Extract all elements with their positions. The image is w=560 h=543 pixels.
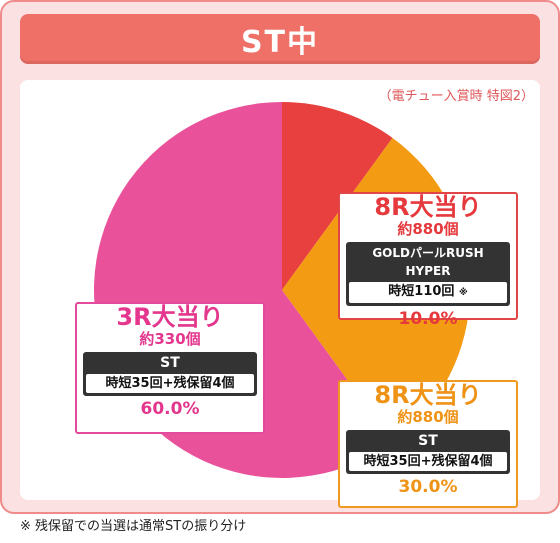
- chart-panel: ST中 （電チュー入賞時 特図2） 8R大当り 約880個 GOLDパールRUS…: [0, 0, 560, 514]
- label-8r-st-detail: 時短35回+残保留4個: [349, 452, 507, 471]
- label-8r-st: 8R大当り 約880個 ST 時短35回+残保留4個 30.0%: [338, 380, 518, 508]
- label-8r-hyper-mode: GOLDパールRUSH HYPER: [372, 246, 484, 278]
- label-3r-head: 3R大当り: [116, 303, 224, 331]
- label-3r-mode: ST: [160, 355, 180, 371]
- label-8r-hyper-rate: 10.0%: [398, 309, 458, 329]
- label-8r-hyper-note-mark: ※: [458, 288, 468, 298]
- chart-title: ST中: [240, 25, 320, 60]
- label-8r-hyper-detail-box: 時短110回 ※: [349, 282, 507, 303]
- label-8r-st-mode-box: ST 時短35回+残保留4個: [346, 430, 510, 474]
- pie-slice-1: [282, 102, 393, 290]
- label-8r-st-mode: ST: [418, 433, 438, 449]
- label-3r-mode-box: ST 時短35回+残保留4個: [83, 352, 257, 396]
- label-8r-hyper: 8R大当り 約880個 GOLDパールRUSH HYPER 時短110回 ※ 1…: [338, 192, 518, 329]
- label-8r-st-rate: 30.0%: [398, 477, 458, 497]
- condition-note: （電チュー入賞時 特図2）: [378, 89, 534, 104]
- label-3r-payout: 約330個: [139, 330, 201, 348]
- label-8r-hyper-detail: 時短110回: [388, 284, 455, 299]
- label-8r-st-payout: 約880個: [397, 408, 459, 426]
- title-bar: ST中: [20, 14, 540, 64]
- label-8r-hyper-mode-box: GOLDパールRUSH HYPER 時短110回 ※: [346, 242, 510, 306]
- footnote: ※ 残保留での当選は通常STの振り分け: [20, 519, 247, 534]
- label-3r-rate: 60.0%: [140, 399, 200, 419]
- label-3r: 3R大当り 約330個 ST 時短35回+残保留4個 60.0%: [75, 302, 265, 434]
- chart-area: （電チュー入賞時 特図2） 8R大当り 約880個 GOLDパールRUSH HY…: [20, 80, 540, 508]
- label-3r-detail: 時短35回+残保留4個: [86, 374, 254, 393]
- label-8r-hyper-payout: 約880個: [397, 220, 459, 238]
- label-8r-st-head: 8R大当り: [374, 381, 482, 409]
- label-8r-hyper-head: 8R大当り: [374, 193, 482, 221]
